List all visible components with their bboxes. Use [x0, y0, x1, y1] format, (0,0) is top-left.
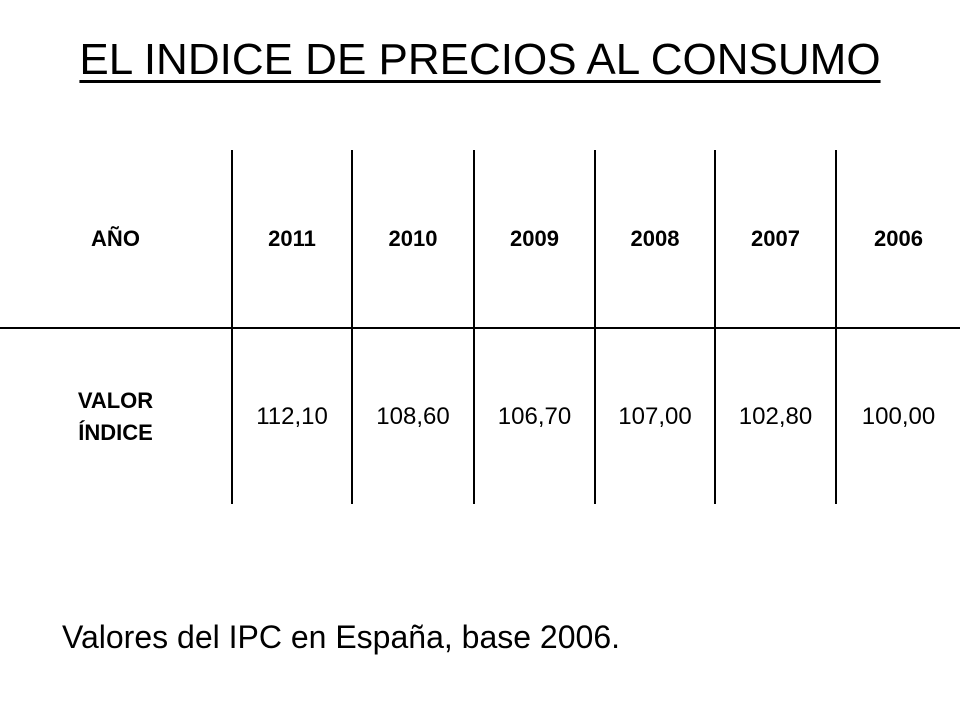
- row-label: VALOR ÍNDICE: [77, 387, 154, 445]
- row-label-cell: VALOR ÍNDICE: [0, 328, 233, 504]
- caption: Valores del IPC en España, base 2006.: [62, 619, 620, 655]
- table-row-year: AÑO 2011 2010 2009 2008 2007 2006: [0, 150, 960, 329]
- value-cell: 108,60: [352, 328, 475, 504]
- value-cell: 107,00: [595, 328, 716, 504]
- year-cell: 2006: [836, 150, 960, 329]
- value-cell: 112,10: [232, 328, 353, 504]
- year-cell: 2008: [595, 150, 716, 329]
- year-cell: 2007: [715, 150, 837, 329]
- year-cell: 2010: [352, 150, 475, 329]
- page-title: EL INDICE DE PRECIOS AL CONSUMO: [79, 35, 881, 84]
- header-label-cell: AÑO: [0, 150, 233, 329]
- ipc-table: AÑO 2011 2010 2009 2008 2007 2006 VALOR …: [0, 150, 960, 504]
- value-cell: 100,00: [861, 402, 936, 430]
- table-row-value: VALOR ÍNDICE 112,10 108,60 106,70 107,00…: [0, 328, 960, 504]
- year-cell: 2011: [232, 150, 353, 329]
- year-cell: 2009: [474, 150, 596, 329]
- value-cell: 102,80: [715, 328, 837, 504]
- value-cell: 106,70: [474, 328, 596, 504]
